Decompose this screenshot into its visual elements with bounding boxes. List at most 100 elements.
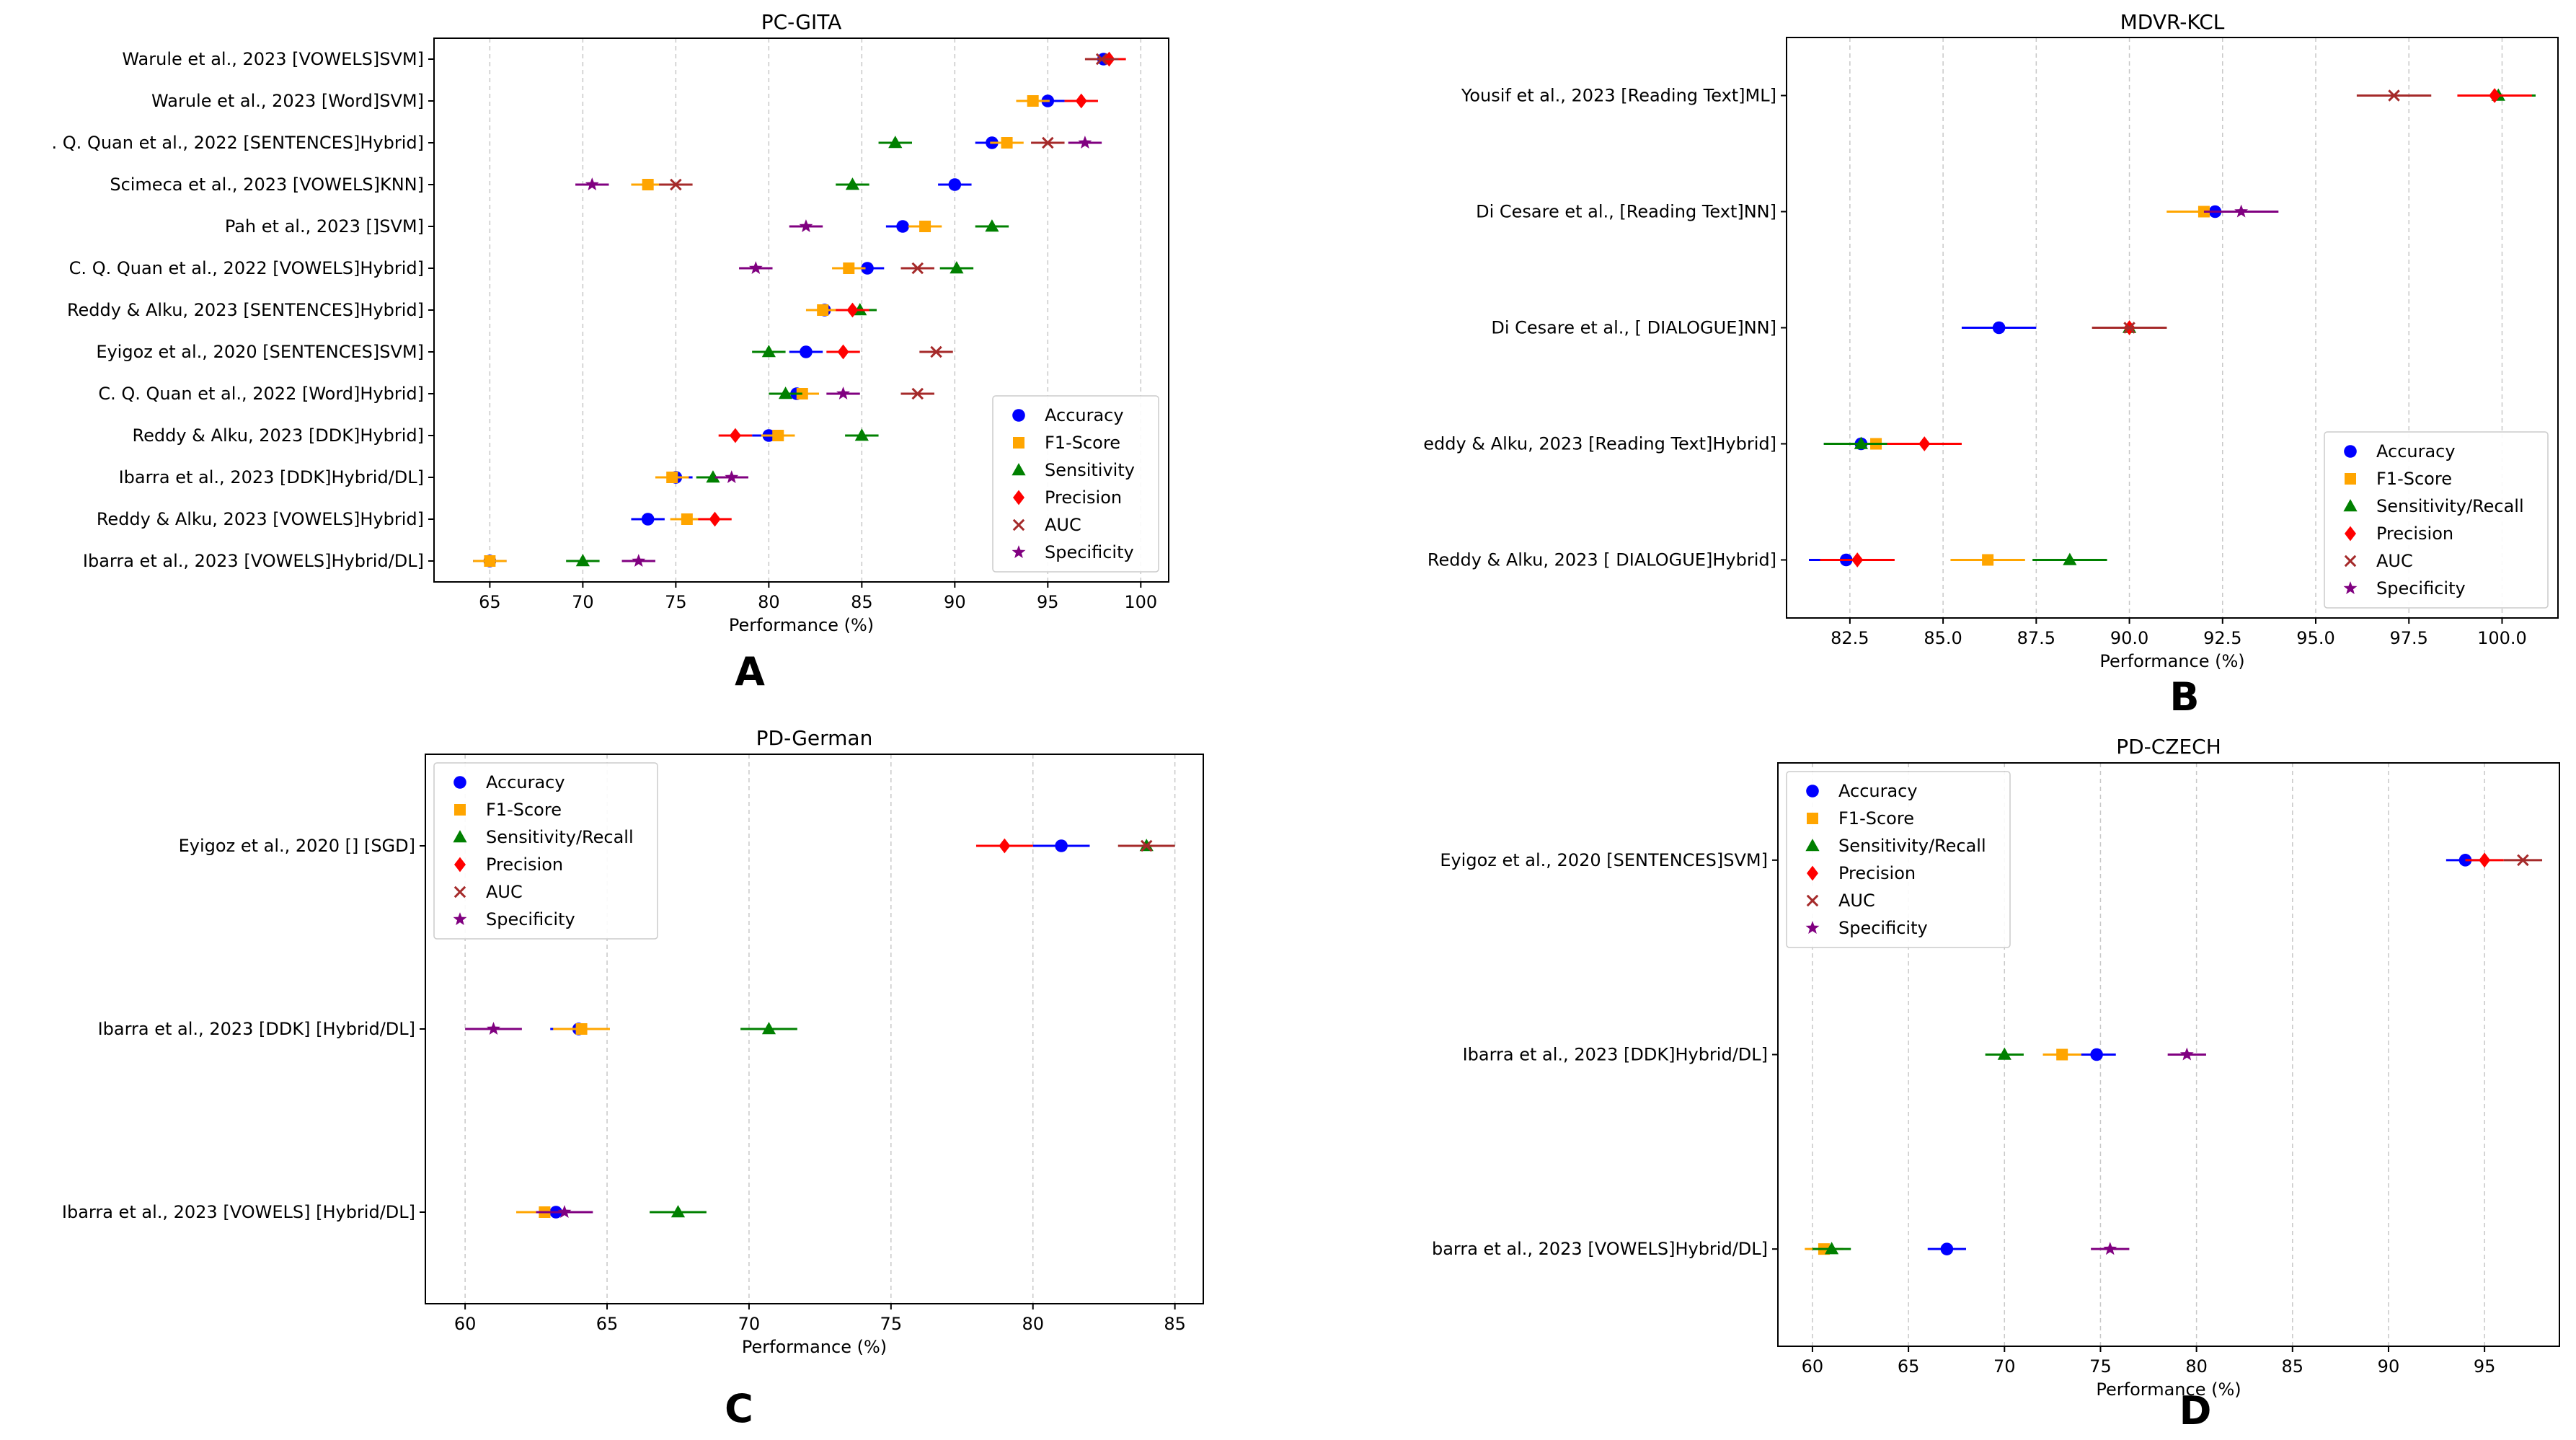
legend-label: F1-Score bbox=[1045, 433, 1120, 453]
data-point bbox=[985, 219, 999, 232]
x-tick-label: 90 bbox=[944, 592, 966, 612]
legend-item: Precision bbox=[454, 854, 563, 875]
legend-marker bbox=[454, 857, 466, 873]
data-point bbox=[843, 262, 855, 274]
y-tick-label: Ibarra et al., 2023 [VOWELS]Hybrid/DL] bbox=[83, 551, 424, 571]
data-point bbox=[670, 1205, 686, 1218]
legend-marker bbox=[2345, 473, 2356, 485]
legend-label: Sensitivity/Recall bbox=[1838, 836, 1986, 856]
data-point bbox=[1918, 436, 1931, 451]
data-point bbox=[2123, 322, 2135, 334]
panel-letter: B bbox=[2169, 674, 2199, 720]
y-tick-label: . Q. Quan et al., 2022 [SENTENCES]Hybrid… bbox=[52, 133, 424, 153]
data-point bbox=[919, 221, 931, 232]
legend-label: Accuracy bbox=[486, 772, 565, 792]
series-f1-score bbox=[473, 95, 1050, 567]
data-point bbox=[585, 177, 599, 191]
legend-label: Sensitivity/Recall bbox=[486, 827, 634, 847]
legend-item: Precision bbox=[1807, 863, 1916, 883]
legend-marker bbox=[1012, 463, 1026, 476]
legend-label: Specificity bbox=[1045, 542, 1134, 562]
x-tick-label: 70 bbox=[738, 1314, 761, 1334]
y-tick-label: Pah et al., 2023 []SVM] bbox=[225, 216, 424, 237]
data-point bbox=[1982, 554, 1994, 566]
legend-label: Specificity bbox=[1838, 918, 1928, 938]
x-marker-stroke bbox=[1042, 136, 1054, 149]
y-tick-label: Ibarra et al., 2023 [DDK]Hybrid/DL] bbox=[119, 467, 424, 487]
data-point bbox=[854, 428, 869, 441]
x-tick-label: 90 bbox=[2378, 1356, 2400, 1377]
data-point bbox=[800, 345, 813, 358]
x-tick-label: 90.0 bbox=[2110, 628, 2148, 648]
series-f1-score bbox=[1805, 1048, 2081, 1255]
legend-marker bbox=[1805, 839, 1820, 852]
legend-item: Specificity bbox=[1012, 542, 1134, 562]
y-tick-label: Ibarra et al., 2023 [DDK] [Hybrid/DL] bbox=[98, 1019, 415, 1039]
data-point bbox=[1095, 53, 1108, 66]
x-tick-label: 92.5 bbox=[2203, 628, 2241, 648]
data-point bbox=[911, 262, 924, 275]
x-tick-label: 97.5 bbox=[2390, 628, 2428, 648]
data-point bbox=[1027, 95, 1039, 107]
data-point bbox=[1042, 136, 1054, 149]
legend-label: Accuracy bbox=[1045, 405, 1124, 425]
data-point bbox=[772, 430, 784, 441]
legend-marker bbox=[1013, 437, 1024, 449]
data-point bbox=[2179, 1047, 2194, 1061]
data-point bbox=[817, 304, 829, 316]
data-point bbox=[641, 513, 655, 526]
y-tick-label: Eyigoz et al., 2020 [SENTENCES]SVM] bbox=[1440, 850, 1768, 870]
legend-label: Specificity bbox=[2376, 578, 2466, 598]
x-tick-label: 87.5 bbox=[2017, 628, 2055, 648]
data-point bbox=[888, 136, 903, 149]
x-tick-label: 85 bbox=[1164, 1314, 1186, 1334]
x-tick-label: 70 bbox=[572, 592, 594, 612]
data-point bbox=[666, 472, 678, 483]
data-point bbox=[1055, 839, 1068, 852]
x-tick-label: 65 bbox=[1898, 1356, 1920, 1377]
legend-label: AUC bbox=[2376, 551, 2413, 571]
data-point bbox=[748, 261, 763, 275]
y-tick-label: Yousif et al., 2023 [Reading Text]ML] bbox=[1461, 86, 1776, 106]
series-sensitivity bbox=[566, 136, 1009, 567]
x-marker-stroke bbox=[1012, 518, 1025, 531]
chart-panel-A: PC-GITA 65 70 75 80 85 90 95 100 Performance (%) W… bbox=[52, 10, 1169, 694]
y-tick-label: Reddy & Alku, 2023 [SENTENCES]Hybrid] bbox=[67, 300, 424, 320]
legend-marker bbox=[1013, 490, 1024, 505]
series-accuracy bbox=[1809, 205, 2253, 567]
legend-item: Specificity bbox=[453, 909, 575, 929]
y-tick-label: Ibarra et al., 2023 [VOWELS] [Hybrid/DL] bbox=[62, 1202, 415, 1222]
y-tick-label: Di Cesare et al., [Reading Text]NN] bbox=[1476, 202, 1776, 222]
series-specificity bbox=[2091, 1047, 2206, 1255]
data-point bbox=[836, 386, 850, 400]
legend-item: AUC bbox=[1806, 891, 1875, 911]
data-point bbox=[1001, 137, 1013, 149]
y-tick-label: Reddy & Alku, 2023 [VOWELS]Hybrid] bbox=[97, 509, 424, 529]
legend-box bbox=[992, 395, 1159, 573]
x-tick-label: 95 bbox=[2474, 1356, 2496, 1377]
data-point bbox=[2479, 852, 2491, 868]
data-point bbox=[681, 513, 693, 525]
legend-marker bbox=[453, 885, 466, 898]
x-marker-stroke bbox=[2517, 854, 2529, 867]
legend-marker bbox=[2343, 499, 2358, 512]
legend-item: Precision bbox=[1013, 487, 1122, 508]
x-tick-label: 75 bbox=[880, 1314, 903, 1334]
legend-marker bbox=[1805, 921, 1820, 935]
legend-marker bbox=[453, 830, 467, 843]
legend-marker bbox=[2344, 555, 2357, 567]
data-point bbox=[1940, 1242, 1954, 1255]
data-point bbox=[709, 511, 721, 527]
data-point bbox=[706, 470, 720, 483]
data-point bbox=[2517, 854, 2529, 867]
chart-title: MDVR-KCL bbox=[2120, 10, 2225, 34]
data-point bbox=[930, 345, 942, 358]
panel-letter: D bbox=[2179, 1388, 2212, 1434]
legend: Accuracy F1-Score Sensitivity/Recall Precis… bbox=[1786, 771, 2011, 948]
data-point bbox=[1078, 136, 1092, 149]
legend-label: Sensitivity/Recall bbox=[2376, 496, 2524, 516]
legend-label: Accuracy bbox=[1838, 781, 1918, 801]
y-tick-label: Di Cesare et al., [ DIALOGUE]NN] bbox=[1491, 318, 1776, 338]
data-point bbox=[761, 345, 776, 358]
legend-box bbox=[2324, 431, 2549, 609]
